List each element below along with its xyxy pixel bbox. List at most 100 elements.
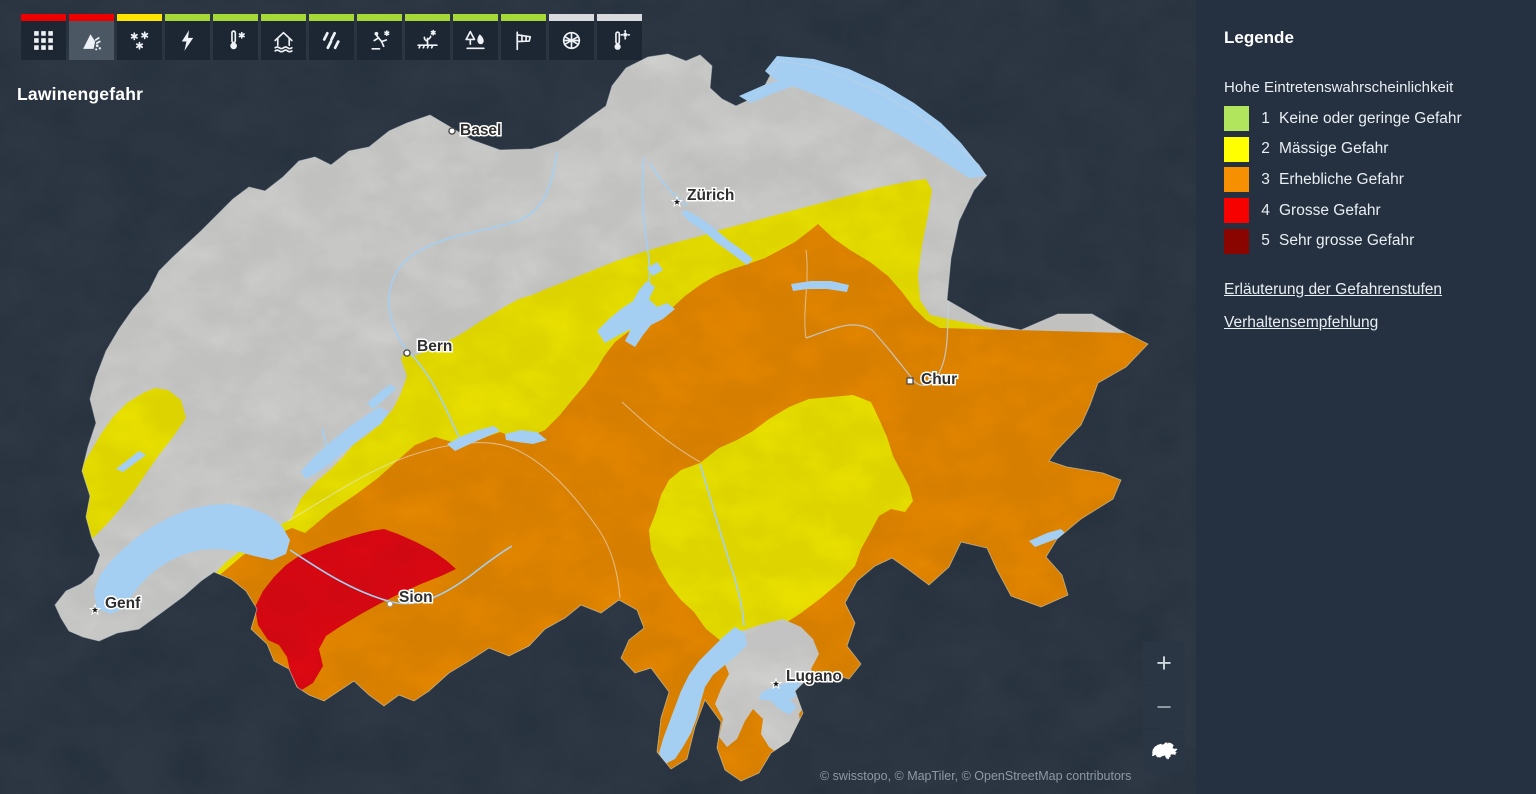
national-border — [54, 53, 1149, 782]
lake-geneva — [94, 504, 290, 614]
toolbar-button-wind[interactable] — [501, 14, 546, 60]
legend-swatch — [1224, 167, 1249, 193]
rain-icon — [309, 21, 354, 60]
toolbar-button-avalanche[interactable] — [69, 14, 114, 60]
hazard-level-bar — [21, 14, 66, 21]
map-canvas[interactable]: Basel Zürich Bern Chur Sion Genf Lugano Lawine… — [0, 0, 1196, 794]
legend-link-0[interactable]: Erläuterung der Gefahrenstufen — [1224, 280, 1442, 298]
lake-walen — [791, 281, 849, 292]
toolbar-button-hail[interactable] — [549, 14, 594, 60]
city-basel: Basel — [448, 121, 503, 141]
ground-frost-icon — [405, 21, 450, 60]
lake-sils — [1029, 529, 1067, 547]
legend-subtitle: Hohe Eintretenswahrscheinlichkeit — [1224, 79, 1454, 96]
lake-joux — [116, 451, 146, 472]
legend-row-level-1: 1 Keine oder geringe Gefahr — [1224, 106, 1508, 132]
hail-icon — [549, 21, 594, 60]
zoom-out-button[interactable]: − — [1143, 686, 1185, 728]
city-marker-star — [88, 603, 102, 616]
lake-zurich — [681, 210, 753, 265]
hazard-level-bar — [357, 14, 402, 21]
canton-borders — [287, 249, 808, 599]
legend-row-level-3: 3 Erhebliche Gefahr — [1224, 167, 1508, 193]
hazard-level-bar — [309, 14, 354, 21]
legend-level-number: 3 — [1261, 170, 1270, 188]
city-sion: Sion — [386, 588, 434, 608]
legend-link-1[interactable]: Verhaltensempfehlung — [1224, 313, 1379, 331]
city-marker-square — [906, 377, 914, 385]
hazard-level-bar — [453, 14, 498, 21]
switzerland-extent-icon — [1151, 742, 1177, 760]
hazard-level-bar — [165, 14, 210, 21]
rivers — [289, 151, 745, 627]
legend-row-level-5: 5 Sehr grosse Gefahr — [1224, 228, 1508, 254]
wind-icon — [501, 21, 546, 60]
reset-extent-button[interactable] — [1143, 730, 1185, 772]
legend-level-label: Erhebliche Gefahr — [1279, 170, 1404, 188]
toolbar-button-thunderstorm[interactable] — [165, 14, 210, 60]
legend-row-level-2: 2 Mässige Gefahr — [1224, 136, 1508, 163]
toolbar-button-rain[interactable] — [309, 14, 354, 60]
city-label: Bern — [417, 338, 452, 355]
city-label: Zürich — [687, 187, 734, 204]
lakes — [94, 210, 1067, 764]
flood-icon — [261, 21, 306, 60]
thunderstorm-icon — [165, 21, 210, 60]
city-label: Sion — [399, 589, 433, 606]
legend-title: Legende — [1224, 28, 1294, 47]
frost-icon — [213, 21, 258, 60]
toolbar-button-flood[interactable] — [261, 14, 306, 60]
legend-level-label: Grosse Gefahr — [1279, 201, 1381, 219]
legend-panel: Legende Hohe Eintretenswahrscheinlichkei… — [1196, 0, 1536, 794]
map-zoom-controls: + − — [1143, 642, 1185, 772]
lake-murten — [329, 438, 346, 451]
city-marker-circle — [448, 127, 456, 135]
city-marker-dot — [386, 600, 394, 608]
avalanche-icon — [69, 21, 114, 60]
hazard-level-bar — [69, 14, 114, 21]
city-marker-circle — [403, 349, 411, 357]
lake-lucerne — [597, 281, 675, 347]
legend-swatch — [1224, 136, 1249, 162]
toolbar-button-snowfall[interactable] — [117, 14, 162, 60]
city-zürich: Zürich — [670, 186, 736, 208]
toolbar-button-forest-fire[interactable] — [453, 14, 498, 60]
switzerland-hazard-map[interactable]: Basel Zürich Bern Chur Sion Genf Lugano — [0, 0, 1196, 794]
city-label: Chur — [921, 371, 957, 388]
hazard-level-bar — [213, 14, 258, 21]
map-attribution: © swisstopo, © MapTiler, © OpenStreetMap… — [820, 769, 1132, 783]
hazard-level-bar — [501, 14, 546, 21]
lake-zug — [647, 262, 663, 276]
city-genf: Genf — [88, 594, 143, 616]
lake-constance — [739, 56, 987, 178]
overview-grid-icon — [21, 21, 66, 60]
hazard-level-bar — [405, 14, 450, 21]
city-lugano: Lugano — [769, 667, 843, 690]
lake-maggiore — [659, 627, 747, 764]
legend-level-number: 4 — [1261, 201, 1270, 219]
city-label: Basel — [460, 122, 501, 139]
lake-brienz — [505, 430, 547, 444]
hazard-level-bar — [117, 14, 162, 21]
city-label: Lugano — [786, 668, 842, 685]
hazard-level-bar — [549, 14, 594, 21]
heat-icon — [597, 21, 642, 60]
toolbar-button-slipperiness[interactable] — [357, 14, 402, 60]
city-labels: Basel Zürich Bern Chur Sion Genf Lugano — [88, 121, 959, 690]
toolbar-button-overview-grid[interactable] — [21, 14, 66, 60]
legend-level-number: 5 — [1261, 232, 1270, 250]
toolbar-button-heat[interactable] — [597, 14, 642, 60]
lake-thun — [447, 426, 500, 451]
zoom-in-button[interactable]: + — [1143, 642, 1185, 684]
page-title: Lawinengefahr — [17, 84, 144, 104]
legend-swatch — [1224, 106, 1249, 132]
legend-level-label: Mässige Gefahr — [1279, 140, 1389, 158]
hazard-level-bar — [261, 14, 306, 21]
toolbar-button-frost[interactable] — [213, 14, 258, 60]
hazard-level-bar — [597, 14, 642, 21]
city-marker-star — [769, 677, 783, 690]
toolbar-button-ground-frost[interactable] — [405, 14, 450, 60]
legend-level-label: Keine oder geringe Gefahr — [1279, 109, 1462, 127]
city-label: Genf — [105, 595, 141, 612]
slipperiness-icon — [357, 21, 402, 60]
